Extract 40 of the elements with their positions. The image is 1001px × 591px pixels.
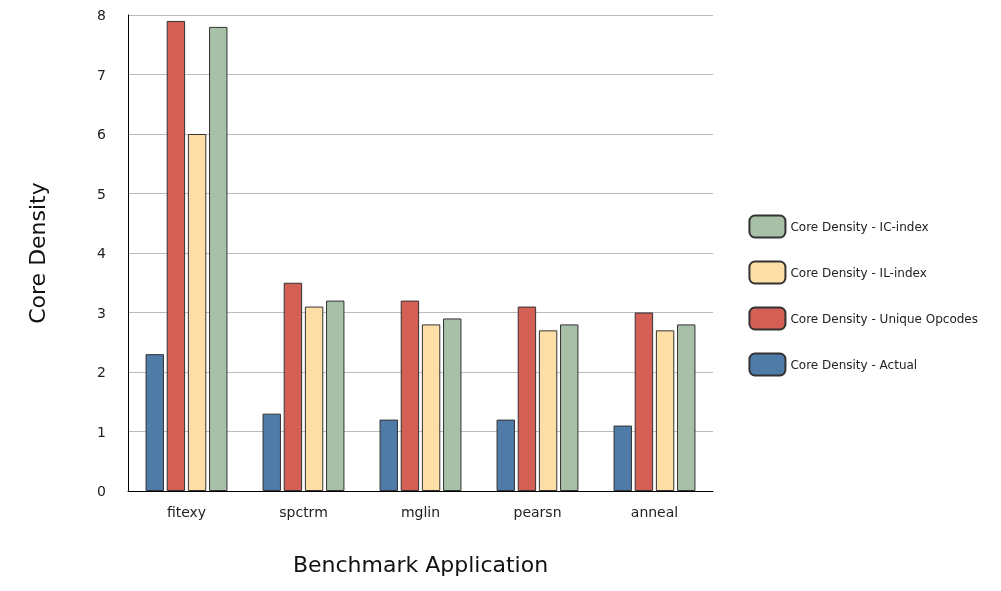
bar — [379, 419, 398, 491]
bar — [613, 425, 632, 491]
bar — [209, 26, 228, 491]
y-tick-label: 5 — [97, 185, 106, 202]
bar — [677, 324, 696, 491]
bar — [166, 20, 186, 491]
x-tick-label: mglin — [400, 504, 441, 520]
bar — [655, 330, 675, 491]
bar — [634, 312, 654, 491]
y-tick-label: 3 — [97, 304, 106, 321]
bar — [262, 413, 281, 491]
x-tick-label: fitexy — [166, 504, 207, 520]
bar — [304, 306, 324, 491]
bar — [517, 306, 537, 491]
bar — [443, 318, 462, 491]
y-tick-label: 0 — [97, 483, 106, 499]
x-tick-label: anneal — [630, 504, 679, 520]
bar — [283, 282, 303, 491]
x-axis-title: Benchmark Application — [292, 551, 549, 577]
x-tick-label: spctrm — [279, 504, 328, 520]
legend-label: Core Density - Actual — [790, 357, 918, 372]
y-axis-title: Core Density — [24, 182, 50, 324]
y-tick-label: 2 — [97, 364, 106, 380]
bar — [421, 324, 441, 491]
bar — [560, 324, 579, 491]
bar — [187, 134, 207, 491]
bar — [400, 300, 420, 491]
x-tick-label: pearsn — [513, 504, 562, 520]
bar — [326, 300, 345, 491]
bar — [538, 330, 558, 491]
bar — [496, 419, 515, 491]
y-tick-label: 6 — [97, 126, 107, 142]
legend-label: Core Density - IL-index — [790, 265, 927, 280]
y-tick-label: 1 — [97, 423, 106, 440]
bar — [145, 354, 164, 491]
legend-label: Core Density - IC-index — [790, 219, 929, 234]
y-tick-label: 7 — [97, 66, 106, 83]
legend-label: Core Density - Unique Opcodes — [790, 311, 979, 326]
y-tick-label: 8 — [97, 7, 106, 23]
y-tick-label: 4 — [97, 245, 107, 261]
